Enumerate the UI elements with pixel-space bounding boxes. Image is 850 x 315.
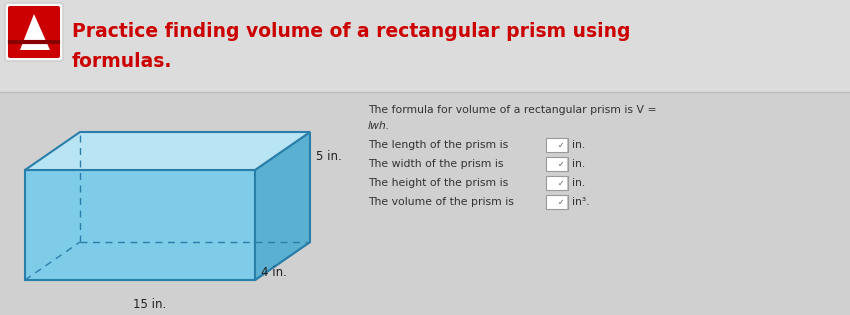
- Text: ✓: ✓: [558, 179, 564, 187]
- Bar: [0, 0, 850, 92]
- Polygon shape: [255, 132, 310, 280]
- Text: The height of the prism is: The height of the prism is: [368, 178, 508, 188]
- Text: 15 in.: 15 in.: [133, 298, 167, 311]
- Text: ✓: ✓: [558, 198, 564, 207]
- Text: ✓: ✓: [558, 140, 564, 150]
- Text: lwh.: lwh.: [368, 121, 390, 131]
- Polygon shape: [25, 170, 255, 280]
- Text: The formula for volume of a rectangular prism is V =: The formula for volume of a rectangular …: [368, 105, 656, 115]
- Text: The length of the prism is: The length of the prism is: [368, 140, 508, 150]
- FancyBboxPatch shape: [546, 176, 568, 190]
- Text: in.: in.: [572, 140, 586, 150]
- FancyBboxPatch shape: [8, 6, 60, 58]
- FancyBboxPatch shape: [5, 3, 63, 61]
- Text: The volume of the prism is: The volume of the prism is: [368, 197, 514, 207]
- Polygon shape: [20, 14, 50, 50]
- Text: The width of the prism is: The width of the prism is: [368, 159, 503, 169]
- Text: formulas.: formulas.: [72, 52, 173, 71]
- Text: in³.: in³.: [572, 197, 590, 207]
- FancyBboxPatch shape: [546, 157, 568, 171]
- Text: 5 in.: 5 in.: [316, 150, 342, 163]
- Polygon shape: [25, 132, 310, 170]
- FancyBboxPatch shape: [546, 195, 568, 209]
- Text: in.: in.: [572, 159, 586, 169]
- Text: Practice finding volume of a rectangular prism using: Practice finding volume of a rectangular…: [72, 22, 631, 41]
- Text: 4 in.: 4 in.: [261, 266, 286, 278]
- Text: in.: in.: [572, 178, 586, 188]
- Polygon shape: [25, 242, 310, 280]
- FancyBboxPatch shape: [546, 138, 568, 152]
- Text: ✓: ✓: [558, 159, 564, 169]
